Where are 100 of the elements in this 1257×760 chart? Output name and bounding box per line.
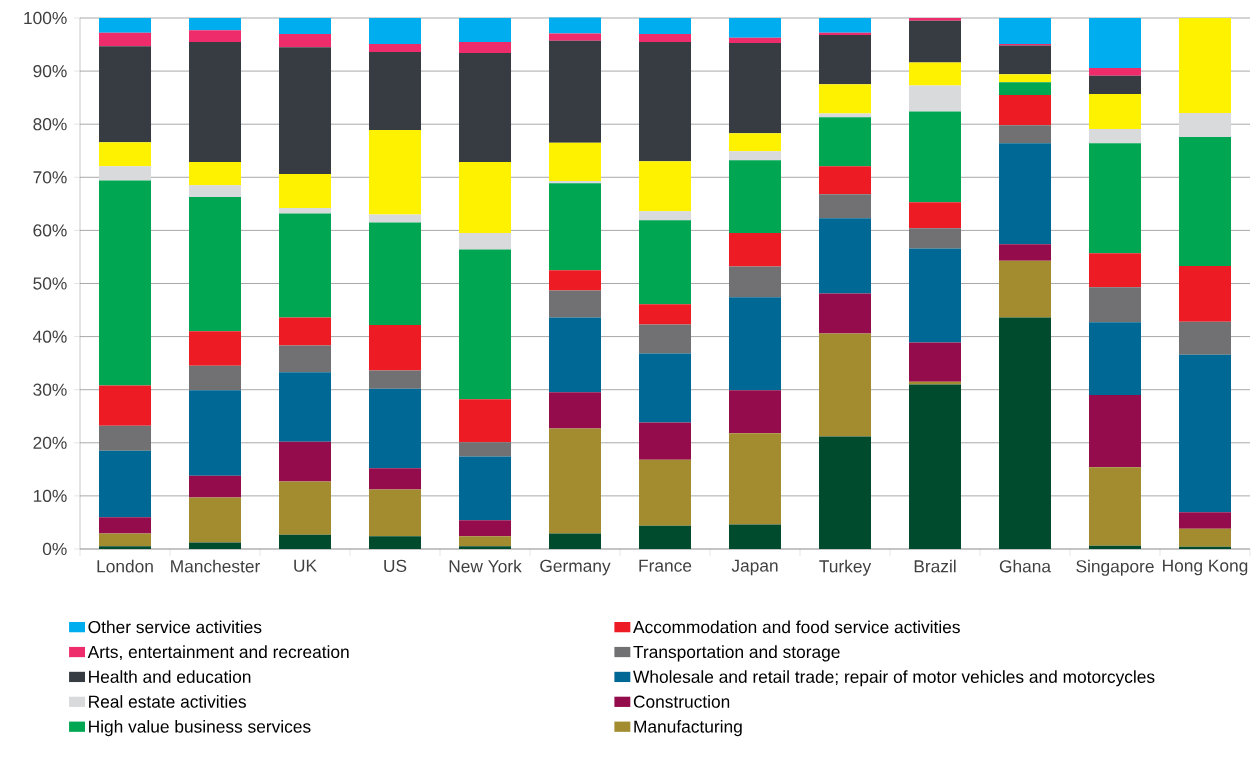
bar [819, 166, 871, 195]
y-tick-label: 60% [33, 224, 67, 237]
x-tick-label: Manchester [171, 559, 260, 573]
bar [99, 180, 152, 386]
bar [459, 456, 512, 521]
bar [549, 181, 601, 184]
legend-label: Accommodation and food service activities [633, 620, 960, 634]
bar [189, 30, 242, 42]
bar [1089, 395, 1141, 468]
bar [729, 37, 782, 43]
legend-label: Other service activities [88, 620, 262, 634]
bar [549, 317, 601, 393]
y-tick-label: 20% [33, 436, 67, 449]
bar [999, 244, 1052, 261]
bar [459, 536, 512, 547]
bar [279, 534, 332, 549]
x-tick-label: UK [294, 559, 317, 572]
bar [909, 111, 961, 203]
bar [639, 211, 692, 221]
legend-label: High value business services [89, 719, 311, 737]
bar [459, 53, 512, 162]
bar [189, 542, 242, 549]
bar [639, 304, 692, 325]
bar [189, 161, 242, 186]
bar [99, 32, 152, 47]
bar [819, 17, 871, 33]
bar [459, 520, 512, 537]
bar [819, 293, 871, 334]
bar [1179, 136, 1231, 266]
bar [819, 333, 871, 437]
bar [1089, 253, 1141, 288]
bar [99, 425, 152, 451]
bar [1089, 467, 1141, 546]
x-tick-label: US [384, 559, 407, 572]
bar [639, 220, 692, 305]
bar [819, 84, 871, 114]
bar [1089, 75, 1141, 94]
bar [189, 196, 242, 332]
bar [729, 524, 782, 549]
bar [459, 41, 512, 54]
bar [1089, 67, 1141, 76]
bar [729, 433, 782, 525]
bar [369, 489, 422, 537]
bar [729, 233, 782, 267]
bar [729, 297, 782, 391]
bar [999, 82, 1052, 95]
bar [729, 266, 782, 298]
bar [639, 41, 692, 162]
legend-label: Wholesale and retail trade; repair of motor vehicles and motorcycles [633, 670, 1155, 687]
bar [279, 33, 332, 48]
bar [819, 218, 871, 294]
bar [459, 399, 512, 443]
bar [1089, 128, 1141, 144]
y-tick-label: 40% [33, 330, 67, 343]
bar [1179, 113, 1231, 137]
bar [909, 228, 961, 249]
bar [189, 17, 242, 31]
bar [549, 17, 601, 34]
bar [639, 33, 692, 42]
bar [549, 33, 601, 41]
bar [1089, 143, 1141, 254]
bar [279, 208, 332, 214]
bar [999, 45, 1052, 75]
bar [729, 17, 782, 38]
y-tick-label: 100% [24, 11, 67, 25]
bar [99, 166, 152, 181]
bar [549, 142, 601, 182]
bar [279, 372, 332, 442]
bar [369, 51, 422, 131]
bar [99, 46, 152, 143]
bar [639, 161, 692, 212]
bar [999, 125, 1052, 144]
bar [549, 533, 601, 549]
bar [729, 390, 782, 434]
bar [369, 388, 422, 469]
y-tick-label: 90% [33, 64, 67, 78]
bar [819, 34, 871, 85]
bar [1089, 545, 1141, 549]
bar [99, 385, 152, 426]
bar [909, 20, 961, 63]
bar [99, 450, 152, 518]
bar [729, 133, 782, 152]
bar [1179, 546, 1231, 549]
bar [999, 94, 1052, 126]
bar [1179, 512, 1231, 529]
x-tick-label: London [97, 559, 153, 573]
bar [279, 174, 332, 209]
bar [999, 317, 1052, 549]
bar [459, 233, 512, 250]
bar [819, 117, 871, 167]
bar [1179, 17, 1231, 114]
bar [369, 214, 422, 223]
bar [279, 481, 332, 535]
bar [639, 353, 692, 423]
bar [459, 161, 512, 234]
bar [99, 546, 152, 549]
bar [729, 42, 782, 134]
bar [369, 44, 422, 52]
bar [999, 74, 1052, 83]
bar [369, 370, 422, 389]
